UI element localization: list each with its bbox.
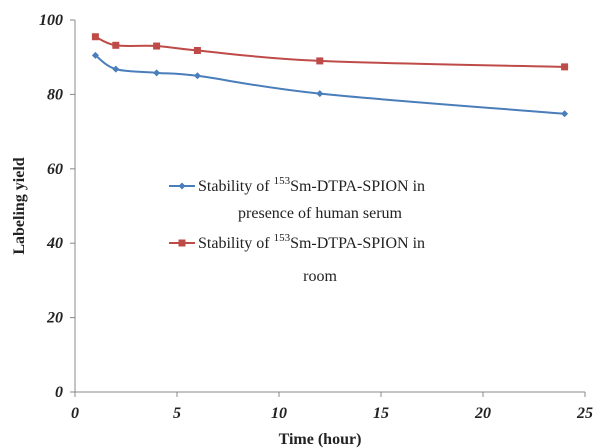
- series-2-line: [94, 35, 565, 68]
- y-tick-label: 0: [55, 384, 63, 401]
- data-point: [91, 51, 99, 59]
- legend-label: Stability of 153Sm-DTPA-SPION in: [198, 175, 425, 195]
- y-tick-label: 40: [46, 235, 63, 252]
- y-axis-title: Labeling yield: [11, 157, 28, 254]
- data-point: [193, 47, 201, 55]
- legend-label-line2: room: [303, 268, 337, 285]
- series-1: [91, 51, 569, 118]
- x-tick-label: 0: [71, 405, 79, 422]
- data-point: [316, 57, 324, 65]
- data-point: [153, 69, 161, 77]
- data-point: [153, 42, 161, 50]
- data-point: [561, 110, 569, 118]
- data-point: [561, 63, 569, 71]
- series-layer: [91, 33, 569, 118]
- y-tick-label: 100: [39, 12, 63, 29]
- legend-entry-2: Stability of 153Sm-DTPA-SPION in room: [169, 232, 425, 285]
- legend-entry-1: Stability of 153Sm-DTPA-SPION in presence…: [169, 175, 425, 222]
- data-point: [316, 90, 324, 98]
- series-2: [91, 33, 569, 71]
- y-tick-label: 80: [47, 86, 63, 103]
- legend-label: Stability of 153Sm-DTPA-SPION in: [198, 232, 425, 252]
- legend-label-line2: presence of human serum: [238, 205, 402, 222]
- x-tick-label: 15: [373, 405, 389, 422]
- x-tick-label: 20: [474, 405, 491, 422]
- x-axis-title: Time (hour): [279, 431, 362, 448]
- legend: Stability of 153Sm-DTPA-SPION in presence…: [169, 175, 425, 285]
- x-tick-label: 10: [271, 405, 287, 422]
- data-point: [193, 72, 201, 80]
- data-point: [112, 65, 120, 73]
- data-point: [91, 33, 99, 41]
- legend-swatch-marker: [178, 182, 186, 190]
- data-point: [112, 41, 120, 49]
- x-tick-label: 25: [576, 405, 593, 422]
- y-tick-label: 20: [46, 310, 63, 327]
- y-tick-label: 60: [47, 161, 63, 178]
- x-tick-label: 5: [173, 405, 181, 422]
- series-1-line: [94, 54, 565, 115]
- legend-swatch-marker: [178, 239, 186, 247]
- axes: 0 20 40 60 80 100 0 5 10 15 20 25 Time (hour) Labelin…: [11, 12, 593, 448]
